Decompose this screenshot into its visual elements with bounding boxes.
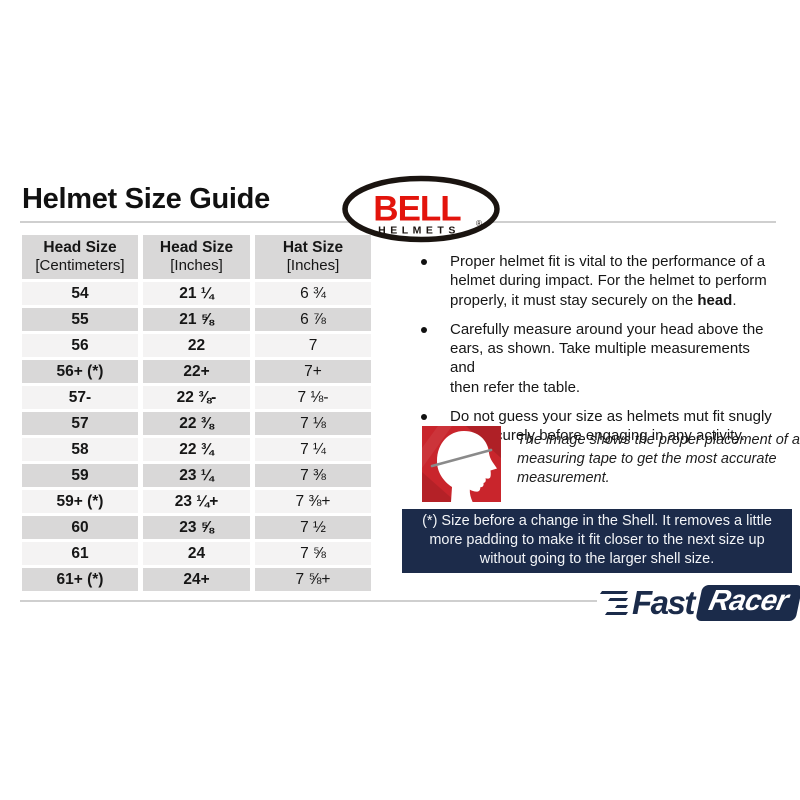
fit-instructions-list: Proper helmet fit is vital to the perfor… (395, 252, 775, 456)
page-title: Helmet Size Guide (22, 183, 270, 215)
table-cell: 7 ⅝+ (255, 568, 371, 591)
figure-caption: The image shows the proper placement of … (517, 432, 800, 486)
bullet-text-end: . (732, 291, 737, 309)
bullet-text-main: Proper helmet fit is vital to the perfor… (450, 253, 767, 309)
table-row: 57- 22 ⅜- 7 ⅛- (22, 386, 371, 409)
header-label: Head Size (159, 239, 234, 256)
speed-lines-icon (599, 589, 629, 617)
bullet-text-bold: head (697, 291, 733, 309)
table-cell: 7 ⅜+ (255, 490, 371, 513)
table-cell: 6 ¾ (255, 282, 371, 305)
header-hat-size-in: Hat Size [Inches] (255, 235, 371, 279)
head-profile-measuring-tape-icon (422, 426, 501, 502)
table-cell: 21 ⅝ (143, 308, 250, 331)
table-row: 56 22 7 (22, 334, 371, 357)
table-cell: 56 (22, 334, 138, 357)
header-row: Head Size [Centimeters] Head Size [Inche… (22, 235, 371, 279)
table-cell: 6 ⅞ (255, 308, 371, 331)
table-row: 61 24 7 ⅝ (22, 542, 371, 565)
helmet-size-table: Head Size [Centimeters] Head Size [Inche… (17, 232, 376, 594)
table-row: 61+ (*) 24+ 7 ⅝+ (22, 568, 371, 591)
table-cell: 7 ⅝ (255, 542, 371, 565)
table-cell: 61 (22, 542, 138, 565)
table-cell: 24 (143, 542, 250, 565)
table-cell: 7 ½ (255, 516, 371, 539)
bullet-text-main: Carefully measure around your head above… (450, 320, 764, 396)
table-cell: 54 (22, 282, 138, 305)
table-cell: 61+ (*) (22, 568, 138, 591)
table-cell: 23 ¼+ (143, 490, 250, 513)
table-cell: 23 ⅝ (143, 516, 250, 539)
table-cell: 56+ (*) (22, 360, 138, 383)
list-item: Carefully measure around your head above… (395, 320, 775, 397)
table-cell: 7 ⅛ (255, 412, 371, 435)
table-cell: 57 (22, 412, 138, 435)
table-cell: 7 (255, 334, 371, 357)
table-cell: 7 ¼ (255, 438, 371, 461)
bell-helmets-logo-icon: BELL ® HELMETS (342, 175, 500, 243)
size-table-header: Head Size [Centimeters] Head Size [Inche… (22, 235, 371, 279)
bell-helmets-subtitle: HELMETS (378, 225, 460, 237)
table-cell: 23 ¼ (143, 464, 250, 487)
table-cell: 22+ (143, 360, 250, 383)
header-label: Head Size (43, 239, 117, 256)
header-unit: [Inches] (170, 257, 223, 274)
table-cell: 22 ¾ (143, 438, 250, 461)
shell-size-note: (*) Size before a change in the Shell. I… (402, 509, 792, 573)
fastracer-logo: Fast Racer (597, 584, 800, 622)
table-cell: 7+ (255, 360, 371, 383)
table-cell: 60 (22, 516, 138, 539)
table-cell: 24+ (143, 568, 250, 591)
bullet-icon (421, 326, 427, 333)
table-row: 59+ (*) 23 ¼+ 7 ⅜+ (22, 490, 371, 513)
list-item: Proper helmet fit is vital to the perfor… (395, 252, 775, 310)
table-cell: 7 ⅛- (255, 386, 371, 409)
header-unit: [Inches] (286, 257, 340, 274)
registered-trademark-icon: ® (476, 219, 482, 228)
table-cell: 21 ¼ (143, 282, 250, 305)
table-cell: 22 ⅜ (143, 412, 250, 435)
footer-divider (20, 600, 604, 602)
header-head-size-cm: Head Size [Centimeters] (22, 235, 138, 279)
table-cell: 59 (22, 464, 138, 487)
bullet-text: Proper helmet fit is vital to the perfor… (450, 252, 767, 310)
bullet-text: Carefully measure around your head above… (450, 320, 775, 397)
table-cell: 22 (143, 334, 250, 357)
table-cell: 7 ⅜ (255, 464, 371, 487)
table-cell: 57- (22, 386, 138, 409)
fastracer-fast-wordmark: Fast (632, 584, 695, 621)
table-cell: 55 (22, 308, 138, 331)
header-unit: [Centimeters] (35, 257, 125, 274)
table-row: 56+ (*) 22+ 7+ (22, 360, 371, 383)
bullet-icon (421, 259, 427, 265)
header-head-size-in: Head Size [Inches] (143, 235, 250, 279)
fastracer-racer-badge: Racer (695, 585, 800, 621)
table-cell: 59+ (*) (22, 490, 138, 513)
table-cell: 58 (22, 438, 138, 461)
header-label: Hat Size (282, 239, 344, 256)
table-cell: 22 ⅜- (143, 386, 250, 409)
bullet-icon (421, 414, 427, 421)
fastracer-racer-wordmark: Racer (705, 585, 791, 617)
measuring-tape-line (430, 448, 493, 468)
bell-wordmark: BELL (373, 190, 461, 229)
